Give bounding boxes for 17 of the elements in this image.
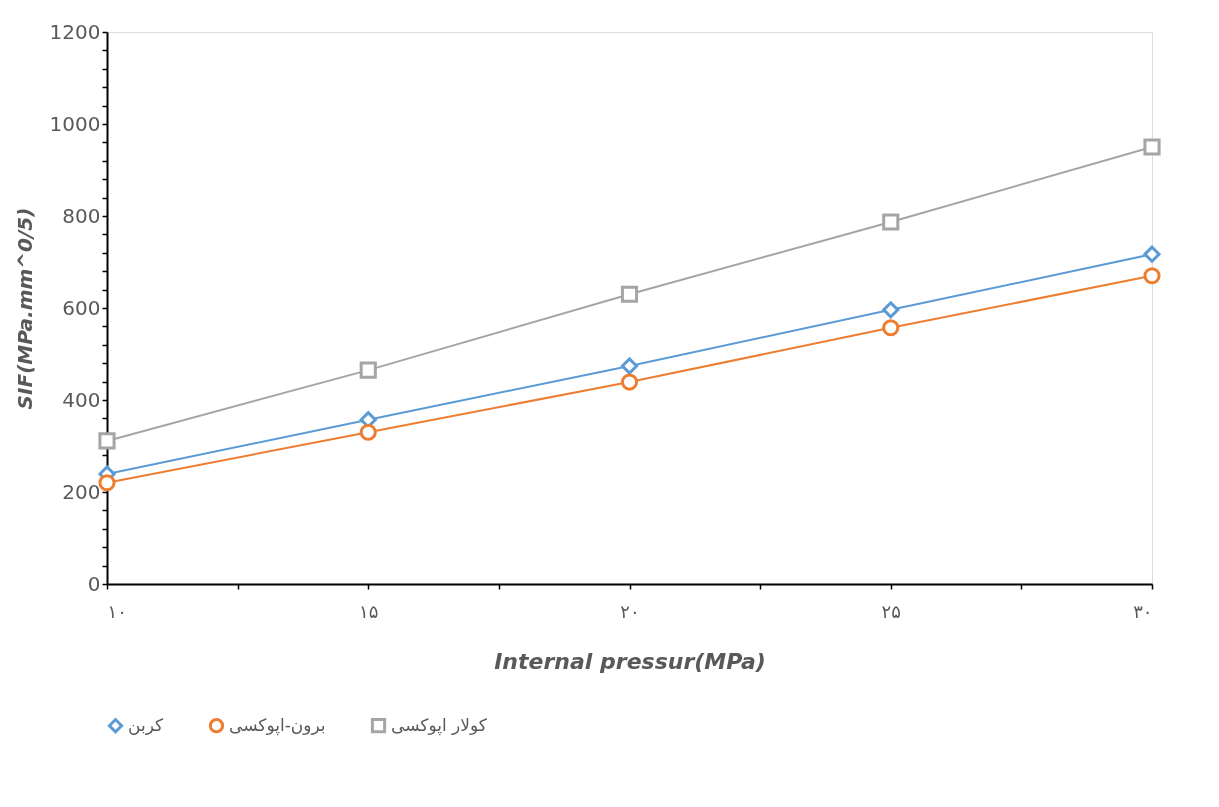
legend-label: کولار اپوکسی xyxy=(391,714,488,736)
legend-label: کربن xyxy=(128,714,165,735)
y-tick-label: 0 xyxy=(87,571,101,596)
y-tick-label: 1000 xyxy=(49,111,101,136)
x-tick-label: ۱۵ xyxy=(359,600,379,622)
x-tick-label: ۲۵ xyxy=(881,600,901,622)
y-axis-title: SIF(MPa.mm^0/5) xyxy=(12,207,37,410)
y-tick-label: 1200 xyxy=(49,19,101,44)
y-tick-label: 800 xyxy=(62,203,101,228)
y-tick-label: 200 xyxy=(62,479,101,504)
y-tick-label: 400 xyxy=(62,387,101,412)
legend-label: برون-اپوکسی xyxy=(229,714,326,736)
y-tick-label: 600 xyxy=(62,295,101,320)
x-axis-title: Internal pressur(MPa) xyxy=(494,648,766,674)
x-tick-label: ۳۰ xyxy=(1133,600,1153,622)
x-tick-label: ۱۰ xyxy=(107,600,127,622)
x-tick-label: ۲۰ xyxy=(620,600,640,622)
